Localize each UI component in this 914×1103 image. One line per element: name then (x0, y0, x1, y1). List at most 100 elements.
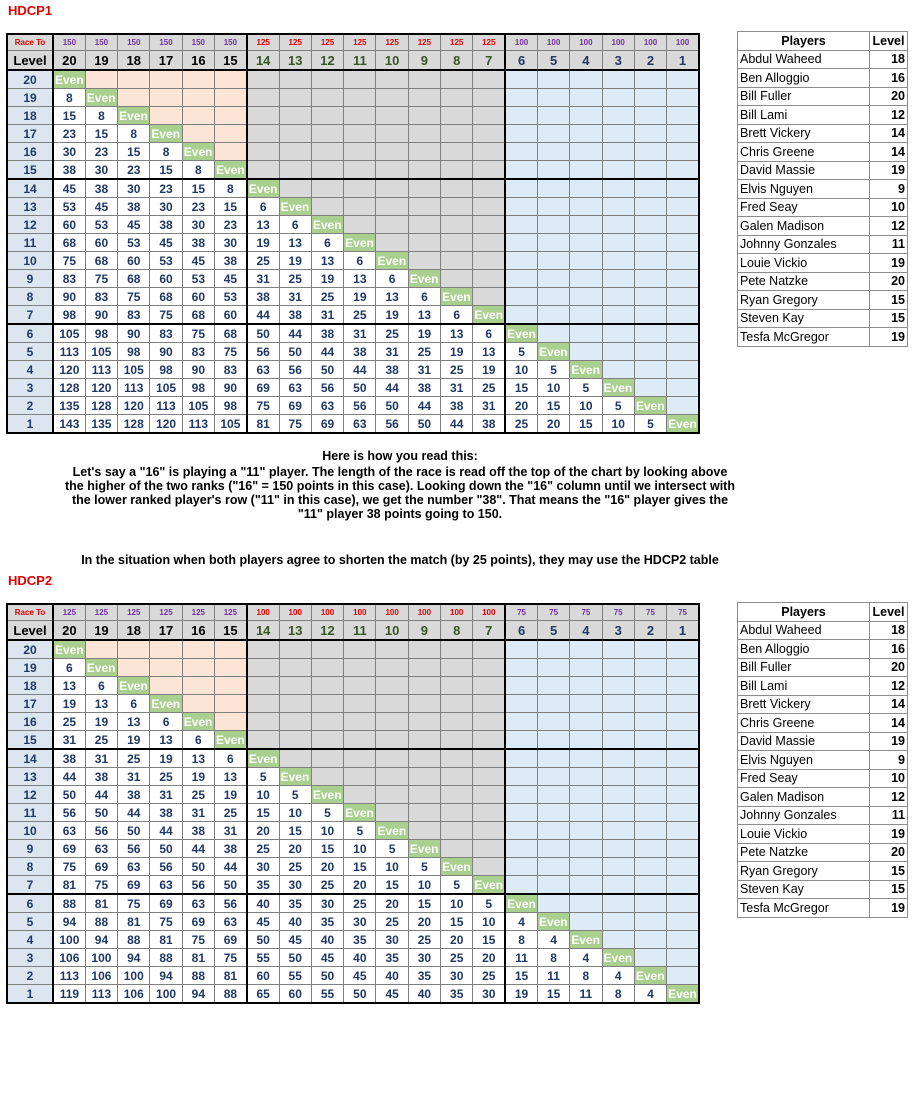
race-to-value: 125 (52, 603, 86, 621)
even-cell: Even (149, 694, 183, 713)
race-to-value: 125 (343, 33, 377, 51)
spot-cell: 25 (213, 803, 248, 822)
empty-cell (246, 658, 280, 677)
spot-cell: 120 (84, 378, 119, 397)
spot-cell: 38 (149, 215, 183, 234)
spot-cell: 98 (149, 360, 183, 379)
level-header: 15 (213, 620, 248, 641)
even-cell: Even (343, 233, 377, 252)
spot-cell: 106 (84, 966, 119, 985)
spot-cell: 30 (246, 857, 280, 876)
player-name: Bill Fuller (737, 86, 870, 106)
player-row: David Massie 19 (737, 731, 908, 751)
spot-cell: 94 (117, 948, 151, 967)
spot-cell: 113 (52, 966, 86, 985)
level-header: 11 (343, 620, 377, 641)
empty-cell (536, 124, 571, 143)
level-header: 8 (440, 50, 474, 71)
empty-cell (633, 233, 668, 252)
player-row: Johnny Gonzales 11 (737, 234, 908, 254)
empty-cell (666, 658, 700, 677)
even-cell: Even (278, 767, 312, 786)
empty-cell (536, 269, 571, 288)
empty-cell (440, 712, 474, 731)
players-header: Level (869, 31, 908, 51)
spot-cell: 98 (213, 396, 248, 415)
spot-cell: 50 (213, 875, 248, 895)
spot-cell: 15 (472, 930, 507, 949)
row-level: 5 (6, 342, 54, 361)
empty-cell (666, 69, 700, 89)
empty-cell (569, 251, 603, 270)
empty-cell (213, 658, 248, 677)
empty-cell (310, 197, 345, 216)
spot-cell: 75 (149, 912, 183, 931)
spot-cell: 13 (343, 269, 377, 288)
spot-cell: 38 (52, 160, 86, 180)
empty-cell (504, 233, 538, 252)
spot-cell: 25 (310, 287, 345, 306)
even-cell: Even (310, 785, 345, 804)
even-cell: Even (569, 360, 603, 379)
spot-cell: 45 (149, 233, 183, 252)
empty-cell (633, 360, 668, 379)
players-header: Players (737, 602, 870, 622)
race-to-value: 150 (181, 33, 215, 51)
handicap-row: 17 19 13 6 Even (6, 694, 700, 713)
spot-cell: 40 (375, 966, 409, 985)
handicap-row: 9 69 63 56 50 44 38 25 20 15 10 5 Even (6, 839, 700, 858)
empty-cell (601, 821, 635, 840)
spot-cell: 81 (149, 930, 183, 949)
spot-cell: 38 (84, 178, 119, 198)
empty-cell (633, 142, 668, 161)
race-to-value: 100 (666, 33, 700, 51)
spot-cell: 75 (149, 305, 183, 325)
empty-cell (343, 160, 377, 180)
player-name: Galen Madison (737, 787, 870, 807)
spot-cell: 69 (278, 396, 312, 415)
race-to-value: 100 (633, 33, 668, 51)
even-cell: Even (375, 251, 409, 270)
spot-cell: 31 (181, 803, 215, 822)
spot-cell: 68 (213, 323, 248, 343)
player-name: Chris Greene (737, 713, 870, 733)
row-level: 12 (6, 785, 54, 804)
empty-cell (407, 785, 442, 804)
spot-cell: 19 (472, 360, 507, 379)
empty-cell (601, 930, 635, 949)
empty-cell (601, 197, 635, 216)
empty-cell (181, 676, 215, 695)
spot-cell: 6 (440, 305, 474, 325)
spot-cell: 105 (181, 396, 215, 415)
empty-cell (666, 767, 700, 786)
empty-cell (213, 124, 248, 143)
empty-cell (536, 233, 571, 252)
spot-cell: 38 (440, 396, 474, 415)
spot-cell: 30 (149, 197, 183, 216)
empty-cell (440, 106, 474, 125)
empty-cell (407, 821, 442, 840)
empty-cell (666, 785, 700, 804)
race-to-value: 100 (536, 33, 571, 51)
spot-cell: 69 (84, 857, 119, 876)
spot-cell: 56 (84, 821, 119, 840)
spot-cell: 23 (117, 160, 151, 180)
spot-cell: 6 (213, 748, 248, 768)
handicap-row: 6 88 81 75 69 63 56 40 35 30 25 20 15 10 5 Even (6, 893, 700, 913)
spot-cell: 6 (246, 197, 280, 216)
empty-cell (181, 69, 215, 89)
spot-cell: 81 (52, 875, 86, 895)
spot-cell: 6 (278, 215, 312, 234)
empty-cell (504, 730, 538, 750)
row-level: 7 (6, 875, 54, 895)
empty-cell (633, 857, 668, 876)
empty-cell (601, 69, 635, 89)
empty-cell (278, 160, 312, 180)
empty-cell (633, 269, 668, 288)
level-header: 2 (633, 620, 668, 641)
empty-cell (407, 215, 442, 234)
race-to-value: 125 (149, 603, 183, 621)
empty-cell (407, 233, 442, 252)
empty-cell (601, 142, 635, 161)
empty-cell (569, 748, 603, 768)
